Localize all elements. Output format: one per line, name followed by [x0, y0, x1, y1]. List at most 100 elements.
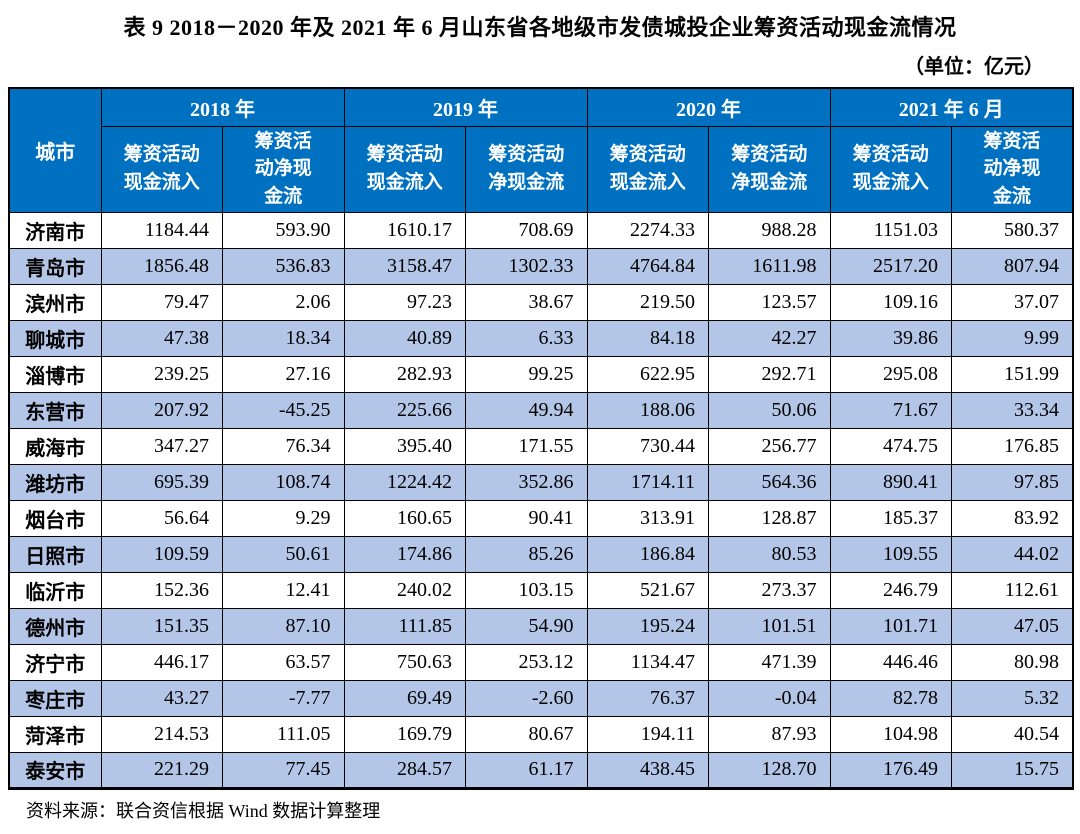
value-cell: 221.29: [100, 751, 223, 790]
value-cell: 5.32: [951, 679, 1074, 717]
table-row: 东营市 207.92 -45.25 225.66 49.94 188.06 50…: [8, 391, 1074, 429]
value-cell: 1224.42: [343, 463, 466, 501]
value-cell: 40.54: [951, 715, 1074, 753]
value-cell: 82.78: [829, 679, 952, 717]
value-cell: -0.04: [708, 679, 831, 717]
value-cell: 77.45: [222, 751, 345, 790]
table-row: 潍坊市 695.39 108.74 1224.42 352.86 1714.11…: [8, 463, 1074, 501]
value-cell: 79.47: [100, 283, 223, 321]
value-cell: 6.33: [465, 319, 588, 357]
value-cell: 240.02: [343, 571, 466, 609]
value-cell: 256.77: [708, 427, 831, 465]
value-cell: 39.86: [829, 319, 952, 357]
city-cell: 德州市: [8, 607, 102, 645]
value-cell: 890.41: [829, 463, 952, 501]
value-cell: 395.40: [343, 427, 466, 465]
subheader-2018-net: 筹资活 动净现 金流: [222, 125, 345, 213]
city-column-header: 城市: [8, 87, 102, 213]
subheader-2021-inflow: 筹资活动 现金流入: [829, 125, 952, 213]
value-cell: 63.57: [222, 643, 345, 681]
value-cell: 239.25: [100, 355, 223, 393]
value-cell: 111.05: [222, 715, 345, 753]
value-cell: 50.06: [708, 391, 831, 429]
year-group-2019: 2019 年: [343, 87, 588, 127]
year-group-2021-06: 2021 年 6 月: [829, 87, 1074, 127]
table-row: 菏泽市 214.53 111.05 169.79 80.67 194.11 87…: [8, 715, 1074, 753]
value-cell: 564.36: [708, 463, 831, 501]
table-row: 枣庄市 43.27 -7.77 69.49 -2.60 76.37 -0.04 …: [8, 679, 1074, 717]
city-cell: 临沂市: [8, 571, 102, 609]
value-cell: 151.35: [100, 607, 223, 645]
value-cell: 253.12: [465, 643, 588, 681]
value-cell: 295.08: [829, 355, 952, 393]
value-cell: 750.63: [343, 643, 466, 681]
table-row: 淄博市 239.25 27.16 282.93 99.25 622.95 292…: [8, 355, 1074, 393]
value-cell: 174.86: [343, 535, 466, 573]
value-cell: 446.46: [829, 643, 952, 681]
value-cell: 160.65: [343, 499, 466, 537]
value-cell: 214.53: [100, 715, 223, 753]
value-cell: 219.50: [586, 283, 709, 321]
value-cell: 1134.47: [586, 643, 709, 681]
table-body: 济南市 1184.44 593.90 1610.17 708.69 2274.3…: [8, 211, 1074, 790]
value-cell: -45.25: [222, 391, 345, 429]
table-row: 德州市 151.35 87.10 111.85 54.90 195.24 101…: [8, 607, 1074, 645]
unit-note: （单位：亿元）: [904, 56, 1044, 78]
value-cell: 3158.47: [343, 247, 466, 285]
value-cell: 176.85: [951, 427, 1074, 465]
table-row: 聊城市 47.38 18.34 40.89 6.33 84.18 42.27 3…: [8, 319, 1074, 357]
city-cell: 济宁市: [8, 643, 102, 681]
value-cell: 33.34: [951, 391, 1074, 429]
value-cell: 56.64: [100, 499, 223, 537]
value-cell: 76.37: [586, 679, 709, 717]
value-cell: 313.91: [586, 499, 709, 537]
city-cell: 青岛市: [8, 247, 102, 285]
value-cell: 471.39: [708, 643, 831, 681]
value-cell: 246.79: [829, 571, 952, 609]
subheader-2020-inflow: 筹资活动 现金流入: [586, 125, 709, 213]
value-cell: 807.94: [951, 247, 1074, 285]
value-cell: 43.27: [100, 679, 223, 717]
value-cell: 1856.48: [100, 247, 223, 285]
value-cell: 85.26: [465, 535, 588, 573]
value-cell: 521.67: [586, 571, 709, 609]
table-row: 泰安市 221.29 77.45 284.57 61.17 438.45 128…: [8, 751, 1074, 790]
table-row: 威海市 347.27 76.34 395.40 171.55 730.44 25…: [8, 427, 1074, 465]
subheader-2019-net: 筹资活动 净现金流: [465, 125, 588, 213]
value-cell: 207.92: [100, 391, 223, 429]
value-cell: 97.23: [343, 283, 466, 321]
value-cell: 80.67: [465, 715, 588, 753]
value-cell: 151.99: [951, 355, 1074, 393]
value-cell: 695.39: [100, 463, 223, 501]
city-cell: 滨州市: [8, 283, 102, 321]
value-cell: 152.36: [100, 571, 223, 609]
value-cell: 76.34: [222, 427, 345, 465]
value-cell: 18.34: [222, 319, 345, 357]
value-cell: 80.98: [951, 643, 1074, 681]
value-cell: 38.67: [465, 283, 588, 321]
value-cell: 186.84: [586, 535, 709, 573]
page-title: 表 9 2018－2020 年及 2021 年 6 月山东省各地级市发债城投企业…: [123, 15, 957, 40]
value-cell: 988.28: [708, 211, 831, 249]
value-cell: 42.27: [708, 319, 831, 357]
subheader-2021-net: 筹资活 动净现 金流: [951, 125, 1074, 213]
value-cell: 185.37: [829, 499, 952, 537]
value-cell: 1611.98: [708, 247, 831, 285]
value-cell: 273.37: [708, 571, 831, 609]
value-cell: 1610.17: [343, 211, 466, 249]
value-cell: 61.17: [465, 751, 588, 790]
city-cell: 日照市: [8, 535, 102, 573]
value-cell: 44.02: [951, 535, 1074, 573]
city-cell: 菏泽市: [8, 715, 102, 753]
value-cell: 474.75: [829, 427, 952, 465]
value-cell: 69.49: [343, 679, 466, 717]
subheader-2019-inflow: 筹资活动 现金流入: [343, 125, 466, 213]
value-cell: 15.75: [951, 751, 1074, 790]
year-group-2018: 2018 年: [100, 87, 345, 127]
city-cell: 枣庄市: [8, 679, 102, 717]
city-cell: 烟台市: [8, 499, 102, 537]
value-cell: 1151.03: [829, 211, 952, 249]
year-header-row: 城市 2018 年 2019 年 2020 年 2021 年 6 月: [8, 87, 1074, 213]
value-cell: 730.44: [586, 427, 709, 465]
value-cell: 169.79: [343, 715, 466, 753]
